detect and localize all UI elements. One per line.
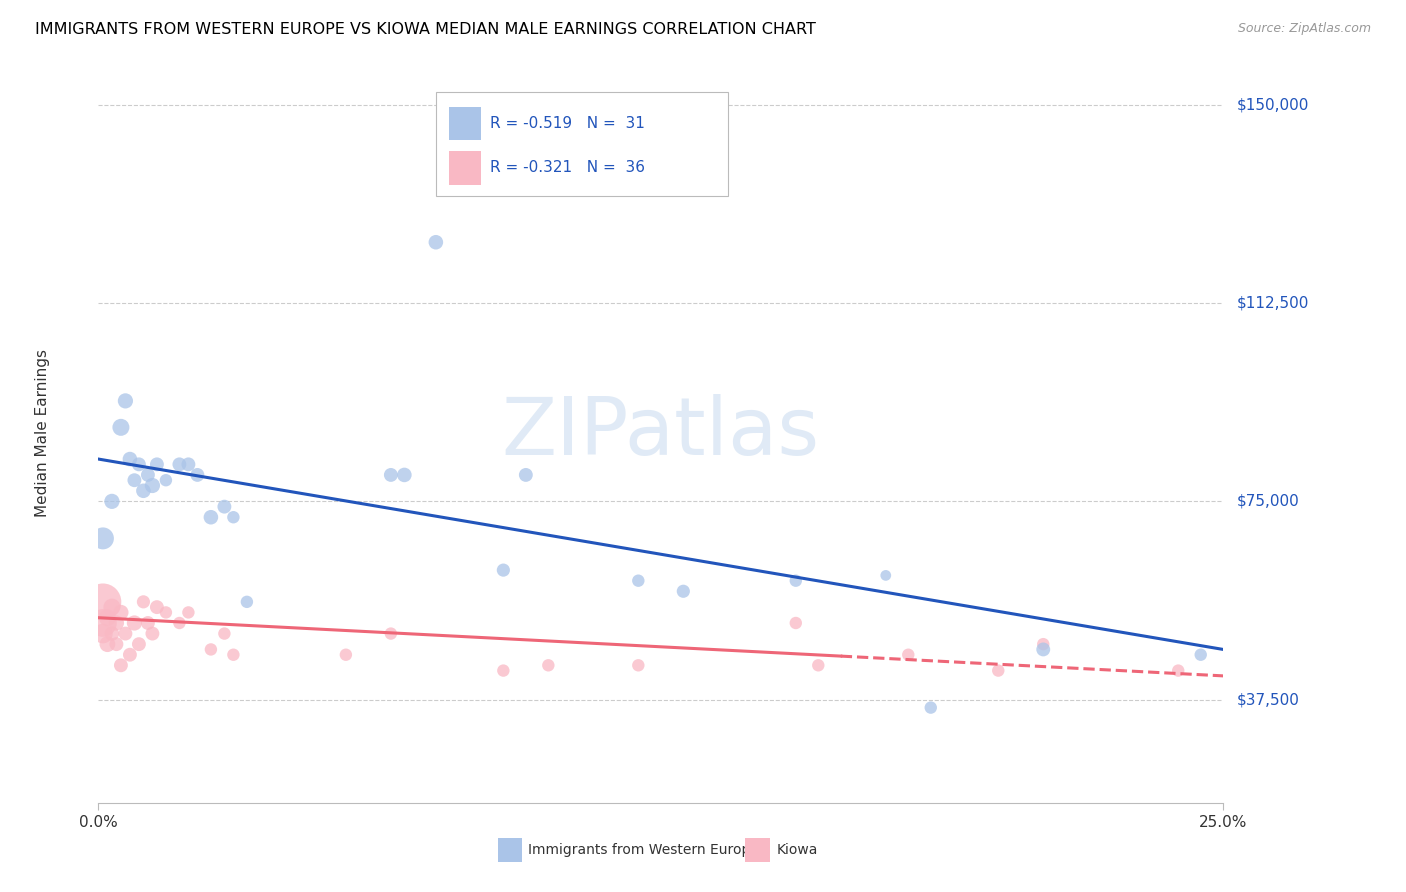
Point xyxy=(236,595,259,609)
Point xyxy=(200,510,222,524)
Text: $75,000: $75,000 xyxy=(1237,494,1299,508)
Point xyxy=(146,600,169,615)
Text: Immigrants from Western Europe: Immigrants from Western Europe xyxy=(529,843,759,857)
Point xyxy=(128,637,150,651)
Text: Kiowa: Kiowa xyxy=(776,843,818,857)
Point xyxy=(96,637,118,651)
Point xyxy=(128,458,150,472)
Point xyxy=(380,467,402,482)
Bar xyxy=(498,838,523,862)
Point xyxy=(96,610,118,624)
Point xyxy=(1032,642,1054,657)
Point xyxy=(425,235,447,250)
Point xyxy=(214,500,236,514)
Point xyxy=(222,510,245,524)
Text: $150,000: $150,000 xyxy=(1237,97,1309,112)
Point xyxy=(110,658,132,673)
Point xyxy=(91,595,114,609)
Point xyxy=(672,584,695,599)
Point xyxy=(155,473,177,487)
Text: IMMIGRANTS FROM WESTERN EUROPE VS KIOWA MEDIAN MALE EARNINGS CORRELATION CHART: IMMIGRANTS FROM WESTERN EUROPE VS KIOWA … xyxy=(35,22,815,37)
Point xyxy=(169,458,191,472)
Point xyxy=(101,494,124,508)
Point xyxy=(155,606,177,620)
Point xyxy=(124,473,146,487)
Point xyxy=(987,664,1010,678)
Point xyxy=(114,393,136,408)
Point xyxy=(114,626,136,640)
Bar xyxy=(450,107,481,140)
Point xyxy=(515,467,537,482)
Point xyxy=(537,658,560,673)
Point xyxy=(141,626,163,640)
Point xyxy=(136,615,159,630)
Point xyxy=(627,574,650,588)
Point xyxy=(380,626,402,640)
Point xyxy=(141,478,163,492)
Point xyxy=(214,626,236,640)
Point xyxy=(169,615,191,630)
Point xyxy=(101,600,124,615)
Point xyxy=(186,467,208,482)
Point xyxy=(136,467,159,482)
Text: ZIPatlas: ZIPatlas xyxy=(502,393,820,472)
Point xyxy=(394,467,416,482)
Point xyxy=(132,483,155,498)
Point xyxy=(118,648,141,662)
Point xyxy=(335,648,357,662)
Point xyxy=(492,664,515,678)
Point xyxy=(177,458,200,472)
Text: $112,500: $112,500 xyxy=(1237,295,1309,310)
Point xyxy=(101,626,124,640)
Point xyxy=(1032,637,1054,651)
Point xyxy=(124,615,146,630)
Point xyxy=(785,615,807,630)
Bar xyxy=(450,152,481,185)
Point xyxy=(492,563,515,577)
Point xyxy=(91,626,114,640)
FancyBboxPatch shape xyxy=(436,92,728,195)
Point xyxy=(132,595,155,609)
Point xyxy=(785,574,807,588)
Point xyxy=(110,420,132,434)
Point xyxy=(146,458,169,472)
Point xyxy=(110,606,132,620)
Bar xyxy=(745,838,770,862)
Point xyxy=(91,532,114,546)
Point xyxy=(807,658,830,673)
Point xyxy=(1189,648,1212,662)
Point xyxy=(177,606,200,620)
Text: Median Male Earnings: Median Male Earnings xyxy=(35,349,49,516)
Point xyxy=(200,642,222,657)
Point xyxy=(105,615,128,630)
Text: $37,500: $37,500 xyxy=(1237,692,1299,707)
Point xyxy=(875,568,897,582)
Point xyxy=(920,700,942,714)
Point xyxy=(222,648,245,662)
Text: Source: ZipAtlas.com: Source: ZipAtlas.com xyxy=(1237,22,1371,36)
Point xyxy=(897,648,920,662)
Point xyxy=(627,658,650,673)
Point xyxy=(91,615,114,630)
Point xyxy=(1167,664,1189,678)
Text: R = -0.321   N =  36: R = -0.321 N = 36 xyxy=(489,160,645,175)
Point xyxy=(118,452,141,467)
Point xyxy=(105,637,128,651)
Text: R = -0.519   N =  31: R = -0.519 N = 31 xyxy=(489,116,645,130)
